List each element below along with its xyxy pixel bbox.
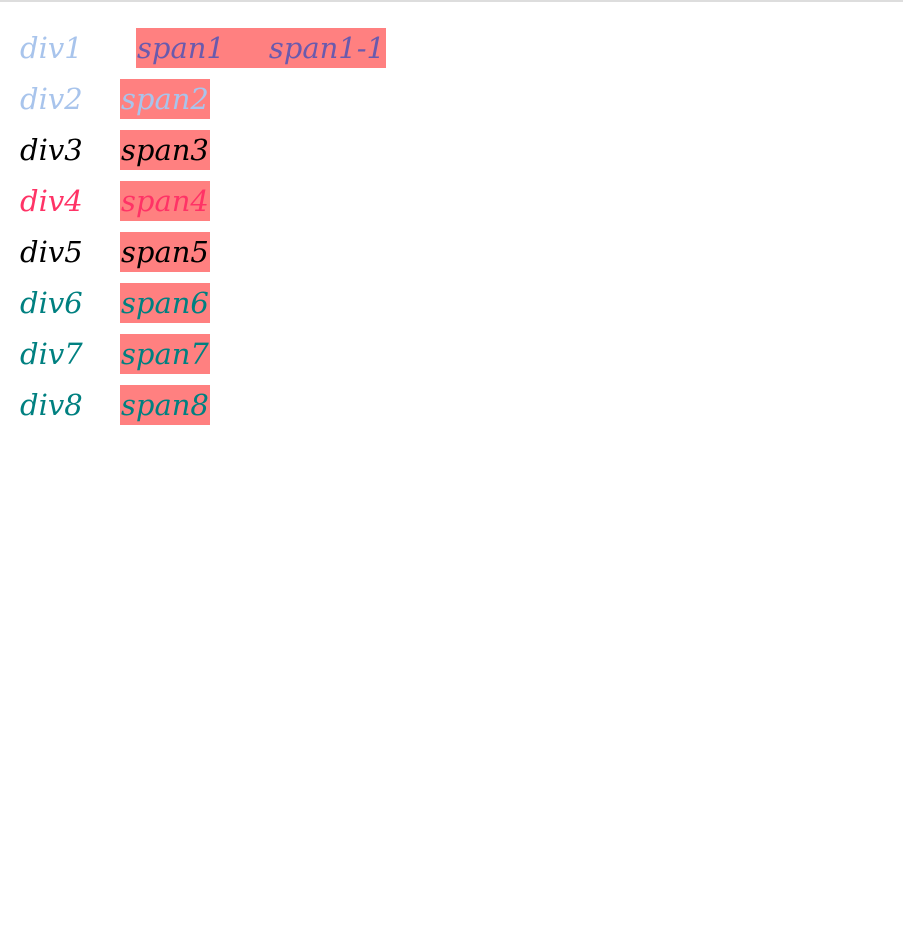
span-box: span1 span1-1 [136, 28, 386, 68]
span-text: span5 [120, 232, 210, 272]
div-row-5: div5 span5 [20, 230, 903, 281]
span-text: span8 [120, 385, 210, 425]
span-text: span7 [120, 334, 210, 374]
div-label: div5 [20, 235, 83, 269]
div-row-1: div1 span1 span1-1 [20, 26, 903, 77]
span-text: span1-1 [268, 31, 385, 65]
div-label: div4 [20, 184, 83, 218]
div-row-2: div2 span2 [20, 77, 903, 128]
div-label: div2 [20, 82, 83, 116]
content: div1 span1 span1-1 div2 span2 div3 span3 div… [0, 2, 903, 434]
span-text: span4 [120, 181, 210, 221]
div-row-4: div4 span4 [20, 179, 903, 230]
div-label: div1 [20, 31, 83, 65]
div-row-7: div7 span7 [20, 332, 903, 383]
div-label: div7 [20, 337, 83, 371]
div-row-3: div3 span3 [20, 128, 903, 179]
div-label: div6 [20, 286, 83, 320]
div-label: div8 [20, 388, 83, 422]
div-row-8: div8 span8 [20, 383, 903, 434]
span-text: span2 [120, 79, 210, 119]
div-label: div3 [20, 133, 83, 167]
div-row-6: div6 span6 [20, 281, 903, 332]
span-text: span3 [120, 130, 210, 170]
span-text: span1 [137, 31, 225, 65]
span-text: span6 [120, 283, 210, 323]
